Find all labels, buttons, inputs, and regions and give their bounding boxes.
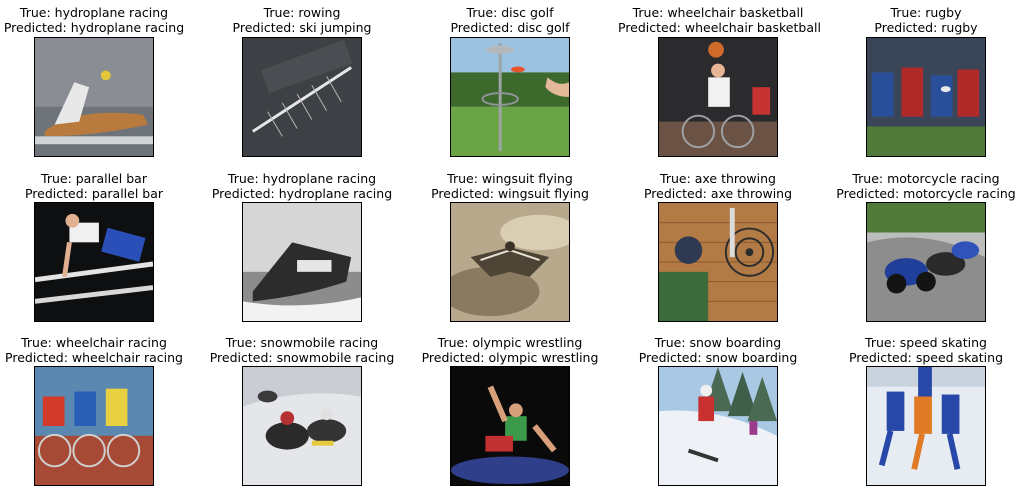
- predicted-label: Predicted: olympic wrestling: [421, 350, 599, 365]
- hydroplane-bw-photo: [242, 202, 362, 322]
- true-label: True: olympic wrestling: [437, 335, 583, 350]
- grid-cell-4: True: wheelchair basketball Predicted: w…: [618, 5, 821, 35]
- predicted-label: Predicted: axe throwing: [643, 186, 793, 201]
- predicted-label: Predicted: hydroplane racing: [3, 20, 185, 35]
- true-label: True: hydroplane racing: [227, 171, 377, 186]
- true-label: True: snow boarding: [654, 335, 782, 350]
- grid-cell-9: True: axe throwing Predicted: axe throwi…: [618, 171, 818, 201]
- grid-cell-3: True: disc golf Predicted: disc golf: [410, 5, 610, 35]
- predicted-label: Predicted: snow boarding: [638, 350, 798, 365]
- predicted-label: Predicted: hydroplane racing: [211, 186, 393, 201]
- axe-throwing-photo: [658, 202, 778, 322]
- grid-cell-13: True: olympic wrestling Predicted: olymp…: [410, 335, 610, 365]
- grid-cell-1: True: hydroplane racing Predicted: hydro…: [0, 5, 194, 35]
- rugby-photo: [866, 37, 986, 157]
- grid-cell-12: True: snowmobile racing Predicted: snowm…: [202, 335, 402, 365]
- grid-cell-7: True: hydroplane racing Predicted: hydro…: [202, 171, 402, 201]
- wheelchair-basketball-photo: [658, 37, 778, 157]
- true-label: True: snowmobile racing: [225, 335, 379, 350]
- predicted-label: Predicted: ski jumping: [232, 20, 372, 35]
- true-label: True: wheelchair racing: [21, 335, 167, 350]
- predicted-label: Predicted: speed skating: [848, 350, 1004, 365]
- true-label: True: rowing: [263, 5, 341, 20]
- parallel-bar-photo: [34, 202, 154, 322]
- wheelchair-racing-photo: [34, 366, 154, 486]
- snowmobile-photo: [242, 366, 362, 486]
- motorcycle-photo: [866, 202, 986, 322]
- predicted-label: Predicted: disc golf: [450, 20, 570, 35]
- predicted-label: Predicted: wheelchair racing: [5, 350, 183, 365]
- grid-cell-11: True: wheelchair racing Predicted: wheel…: [0, 335, 194, 365]
- grid-cell-10: True: motorcycle racing Predicted: motor…: [826, 171, 1019, 201]
- predicted-label: Predicted: rugby: [874, 20, 978, 35]
- true-label: True: wheelchair basketball: [632, 5, 804, 20]
- true-label: True: parallel bar: [41, 171, 147, 186]
- grid-cell-5: True: rugby Predicted: rugby: [826, 5, 1019, 35]
- true-label: True: disc golf: [466, 5, 554, 20]
- grid-cell-2: True: rowing Predicted: ski jumping: [202, 5, 402, 35]
- grid-cell-15: True: speed skating Predicted: speed ska…: [826, 335, 1019, 365]
- true-label: True: speed skating: [865, 335, 987, 350]
- predicted-label: Predicted: wingsuit flying: [431, 186, 589, 201]
- true-label: True: rugby: [890, 5, 962, 20]
- true-label: True: wingsuit flying: [447, 171, 573, 186]
- true-label: True: axe throwing: [660, 171, 776, 186]
- rowing-photo: [242, 37, 362, 157]
- predicted-label: Predicted: parallel bar: [24, 186, 164, 201]
- predicted-label: Predicted: snowmobile racing: [209, 350, 395, 365]
- grid-cell-6: True: parallel bar Predicted: parallel b…: [0, 171, 194, 201]
- wingsuit-photo: [450, 202, 570, 322]
- speed-skating-photo: [866, 366, 986, 486]
- predicted-label: Predicted: motorcycle racing: [836, 186, 1016, 201]
- grid-cell-8: True: wingsuit flying Predicted: wingsui…: [410, 171, 610, 201]
- snowboarding-photo: [658, 366, 778, 486]
- true-label: True: hydroplane racing: [19, 5, 169, 20]
- disc-golf-photo: [450, 37, 570, 157]
- hydroplane-photo: [34, 37, 154, 157]
- grid-cell-14: True: snow boarding Predicted: snow boar…: [618, 335, 818, 365]
- wrestling-photo: [450, 366, 570, 486]
- predicted-label: Predicted: wheelchair basketball: [618, 20, 821, 35]
- true-label: True: motorcycle racing: [852, 171, 1000, 186]
